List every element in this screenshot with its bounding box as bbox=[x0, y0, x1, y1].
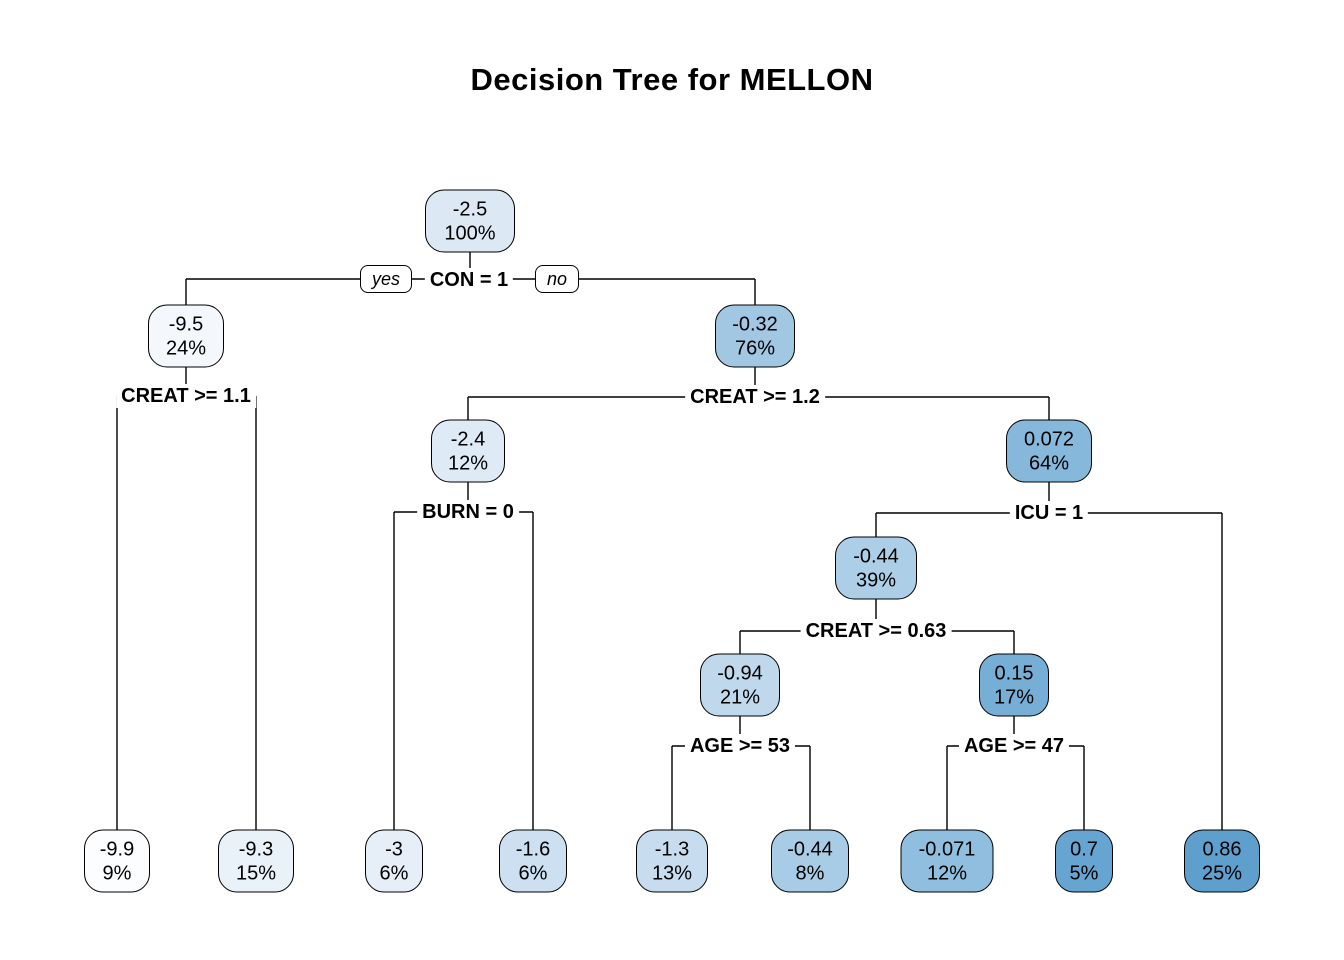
yes-branch-badge: yes bbox=[359, 265, 413, 293]
node-value: 0.7 bbox=[1070, 838, 1098, 860]
node-value: 0.15 bbox=[994, 662, 1034, 684]
node-value: 0.072 bbox=[1023, 428, 1075, 450]
tree-node-leaf-8: 0.7 5% bbox=[1055, 829, 1113, 893]
tree-node-leaf-7: -0.071 12% bbox=[900, 829, 994, 893]
node-percent: 17% bbox=[993, 686, 1035, 708]
tree-node-leaf-2: -9.3 15% bbox=[218, 829, 294, 893]
tree-node-leaf-5: -1.3 13% bbox=[636, 829, 708, 893]
node-value: 0.86 bbox=[1202, 838, 1242, 860]
split-label: CREAT >= 0.63 bbox=[800, 619, 952, 643]
node-value: -0.071 bbox=[918, 838, 976, 860]
tree-node-creat063-yes: -0.94 21% bbox=[700, 653, 780, 717]
node-percent: 12% bbox=[447, 452, 489, 474]
node-value: -0.44 bbox=[853, 545, 899, 567]
node-value: -3 bbox=[385, 838, 403, 860]
node-percent: 9% bbox=[102, 862, 132, 884]
tree-node-leaf-3: -3 6% bbox=[365, 829, 423, 893]
split-label: CREAT >= 1.2 bbox=[685, 385, 825, 409]
node-percent: 12% bbox=[926, 862, 968, 884]
tree-node-icu-yes: -0.44 39% bbox=[835, 536, 917, 600]
node-percent: 21% bbox=[719, 686, 761, 708]
node-percent: 39% bbox=[855, 569, 897, 591]
node-percent: 100% bbox=[444, 222, 496, 244]
node-value: -9.9 bbox=[99, 838, 135, 860]
node-value: -2.5 bbox=[452, 198, 488, 220]
node-percent: 64% bbox=[1028, 452, 1070, 474]
tree-node-leaf-6: -0.44 8% bbox=[771, 829, 849, 893]
node-value: -1.3 bbox=[654, 838, 690, 860]
tree-node-creat12-no: 0.072 64% bbox=[1006, 419, 1092, 483]
node-value: -9.3 bbox=[238, 838, 274, 860]
tree-node-leaf-1: -9.9 9% bbox=[84, 829, 150, 893]
node-value: -0.32 bbox=[732, 313, 778, 335]
node-value: -1.6 bbox=[515, 838, 551, 860]
node-percent: 24% bbox=[165, 337, 207, 359]
split-label: CON = 1 bbox=[424, 268, 514, 292]
node-percent: 8% bbox=[795, 862, 825, 884]
node-value: -0.94 bbox=[717, 662, 763, 684]
tree-node-con-yes: -9.5 24% bbox=[148, 304, 224, 368]
tree-node-leaf-4: -1.6 6% bbox=[499, 829, 567, 893]
tree-node-creat063-no: 0.15 17% bbox=[979, 653, 1049, 717]
split-label: CREAT >= 1.1 bbox=[116, 384, 256, 408]
split-label: ICU = 1 bbox=[1009, 501, 1089, 525]
split-label: BURN = 0 bbox=[417, 500, 519, 524]
plot-title: Decision Tree for MELLON bbox=[470, 62, 874, 97]
split-label: AGE >= 53 bbox=[684, 734, 796, 758]
split-label: AGE >= 47 bbox=[958, 734, 1070, 758]
tree-node-leaf-9: 0.86 25% bbox=[1184, 829, 1260, 893]
node-percent: 76% bbox=[734, 337, 776, 359]
tree-node-creat12-yes: -2.4 12% bbox=[431, 419, 505, 483]
node-percent: 6% bbox=[518, 862, 548, 884]
node-percent: 25% bbox=[1201, 862, 1243, 884]
node-value: -9.5 bbox=[168, 313, 204, 335]
tree-node-root: -2.5 100% bbox=[425, 189, 515, 253]
node-percent: 6% bbox=[379, 862, 409, 884]
node-value: -2.4 bbox=[450, 428, 486, 450]
node-value: -0.44 bbox=[787, 838, 833, 860]
no-branch-badge: no bbox=[534, 265, 580, 293]
node-percent: 13% bbox=[651, 862, 693, 884]
node-percent: 5% bbox=[1069, 862, 1099, 884]
node-percent: 15% bbox=[235, 862, 277, 884]
tree-node-con-no: -0.32 76% bbox=[715, 304, 795, 368]
